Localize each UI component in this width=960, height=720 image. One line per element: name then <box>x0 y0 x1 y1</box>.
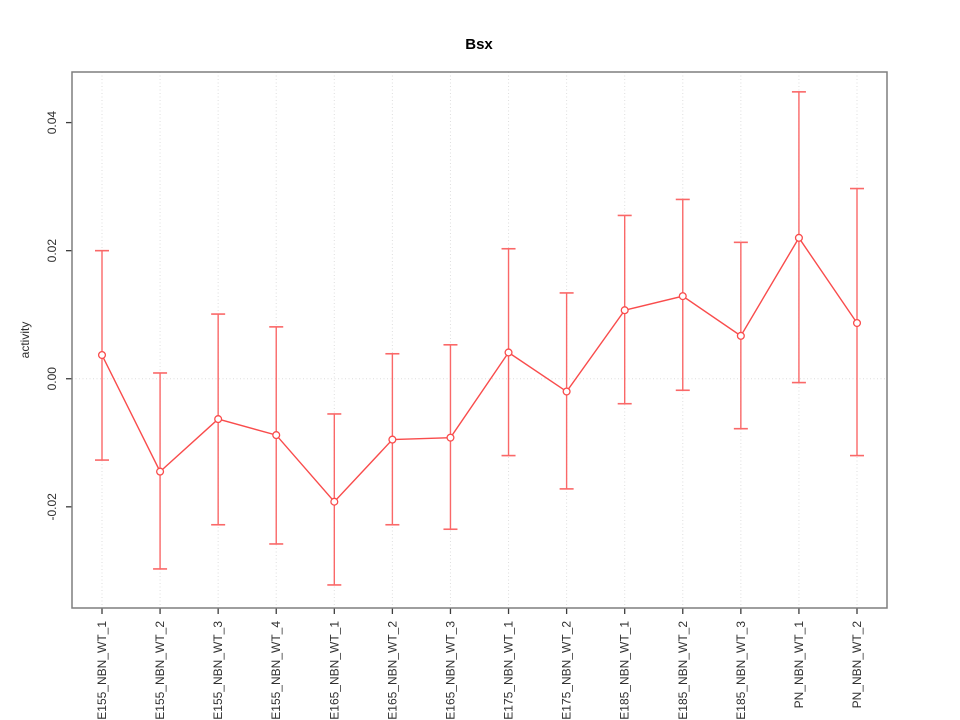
plot-area: -0.02 0.00 0.02 0.04 E155_NBN_WT_1 E155_NBN_W… <box>45 71 888 720</box>
data-point <box>330 497 339 506</box>
x-tick-label: E185_NBN_WT_2 <box>676 621 690 720</box>
y-tick-label: 0.00 <box>45 367 59 391</box>
x-tick-label: E155_NBN_WT_2 <box>153 621 167 720</box>
x-tick-label: E185_NBN_WT_3 <box>734 621 748 720</box>
x-tick-label: PN_NBN_WT_1 <box>792 621 806 709</box>
data-point <box>272 431 281 440</box>
x-tick-label: E165_NBN_WT_1 <box>327 621 341 720</box>
data-point <box>678 292 687 301</box>
x-tick-label: E175_NBN_WT_1 <box>502 621 516 720</box>
x-tick-label: E155_NBN_WT_3 <box>211 621 225 720</box>
x-tick-label: E185_NBN_WT_1 <box>618 621 632 720</box>
x-tick-label: E175_NBN_WT_2 <box>560 621 574 720</box>
data-point <box>620 306 629 315</box>
data-point <box>852 318 862 328</box>
x-tick-label: E155_NBN_WT_1 <box>95 621 109 720</box>
data-point <box>446 433 455 442</box>
y-tick-label: 0.02 <box>45 239 59 263</box>
data-point <box>504 348 513 357</box>
x-tick-label: E155_NBN_WT_4 <box>269 621 283 720</box>
data-point <box>214 415 223 424</box>
y-tick-label: 0.04 <box>45 111 59 135</box>
data-point <box>736 331 745 340</box>
y-axis-label: activity <box>18 322 32 359</box>
x-tick-label: PN_NBN_WT_2 <box>850 621 864 709</box>
data-point <box>97 350 107 360</box>
data-point <box>562 387 571 396</box>
data-point <box>388 435 397 444</box>
data-point <box>794 233 803 242</box>
chart-title: Bsx <box>465 36 493 53</box>
x-tick-label: E165_NBN_WT_3 <box>443 621 457 720</box>
plot-border <box>71 71 888 609</box>
series-line <box>101 236 858 503</box>
x-tick-label: E165_NBN_WT_2 <box>385 621 399 720</box>
data-point <box>156 467 165 476</box>
y-tick-label: -0.02 <box>45 493 59 521</box>
